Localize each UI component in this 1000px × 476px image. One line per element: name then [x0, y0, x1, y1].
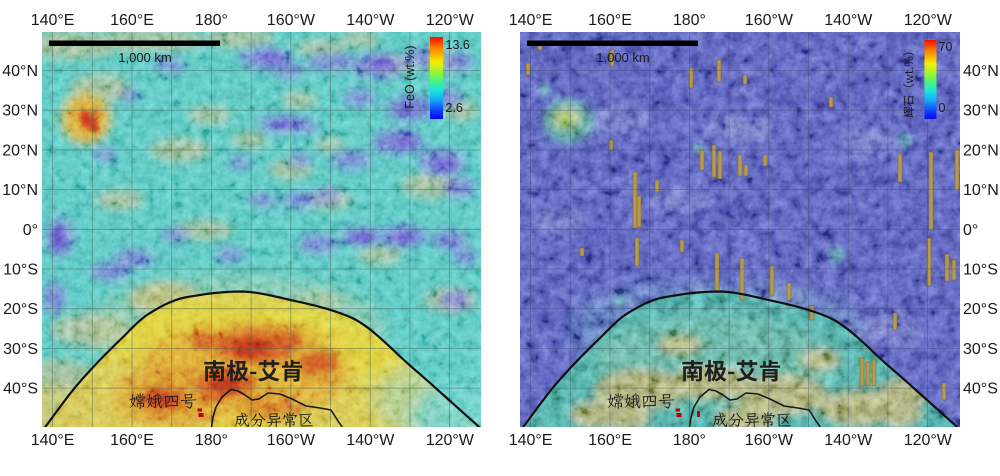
svg-text:140°W: 140°W — [346, 432, 395, 449]
svg-text:140°W: 140°W — [824, 432, 873, 449]
svg-text:30°S: 30°S — [3, 341, 38, 358]
svg-text:10°N: 10°N — [963, 182, 999, 199]
svg-text:1,000 km: 1,000 km — [118, 50, 171, 65]
svg-text:160°W: 160°W — [267, 432, 316, 449]
svg-text:40°N: 40°N — [963, 63, 999, 80]
svg-text:30°S: 30°S — [963, 341, 998, 358]
svg-text:120°W: 120°W — [426, 12, 475, 29]
svg-text:120°W: 120°W — [904, 432, 953, 449]
svg-text:30°N: 30°N — [2, 103, 38, 120]
svg-text:160°W: 160°W — [745, 12, 794, 29]
svg-text:70: 70 — [939, 40, 953, 54]
svg-text:2.6: 2.6 — [446, 101, 463, 115]
svg-text:13.6: 13.6 — [446, 38, 470, 52]
svg-text:140°E: 140°E — [509, 12, 553, 29]
svg-text:20°S: 20°S — [3, 301, 38, 318]
svg-text:120°W: 120°W — [904, 12, 953, 29]
svg-text:0°: 0° — [963, 222, 978, 239]
svg-text:140°W: 140°W — [346, 12, 395, 29]
svg-text:10°S: 10°S — [963, 262, 998, 279]
svg-text:160°E: 160°E — [110, 432, 154, 449]
svg-text:140°W: 140°W — [824, 12, 873, 29]
svg-text:160°W: 160°W — [745, 432, 794, 449]
svg-text:160°E: 160°E — [588, 432, 632, 449]
svg-text:0: 0 — [939, 101, 946, 115]
svg-text:40°N: 40°N — [2, 63, 38, 80]
svg-text:140°E: 140°E — [31, 432, 75, 449]
svg-text:140°E: 140°E — [31, 12, 75, 29]
svg-text:20°N: 20°N — [2, 142, 38, 159]
svg-text:140°E: 140°E — [509, 432, 553, 449]
svg-text:180°: 180° — [673, 432, 706, 449]
svg-text:FeO (wt.%): FeO (wt.%) — [403, 45, 417, 108]
svg-text:10°S: 10°S — [3, 262, 38, 279]
svg-text:0°: 0° — [23, 222, 38, 239]
svg-text:40°S: 40°S — [963, 381, 998, 398]
svg-text:20°N: 20°N — [963, 142, 999, 159]
svg-text:30°N: 30°N — [963, 103, 999, 120]
svg-text:120°W: 120°W — [426, 432, 475, 449]
svg-text:160°E: 160°E — [588, 12, 632, 29]
svg-text:40°S: 40°S — [3, 381, 38, 398]
svg-text:180°: 180° — [195, 12, 228, 29]
svg-text:10°N: 10°N — [2, 182, 38, 199]
svg-text:180°: 180° — [673, 12, 706, 29]
svg-text:160°E: 160°E — [110, 12, 154, 29]
svg-text:180°: 180° — [195, 432, 228, 449]
svg-text:1,000 km: 1,000 km — [596, 50, 649, 65]
svg-text:20°S: 20°S — [963, 301, 998, 318]
svg-text:160°W: 160°W — [267, 12, 316, 29]
